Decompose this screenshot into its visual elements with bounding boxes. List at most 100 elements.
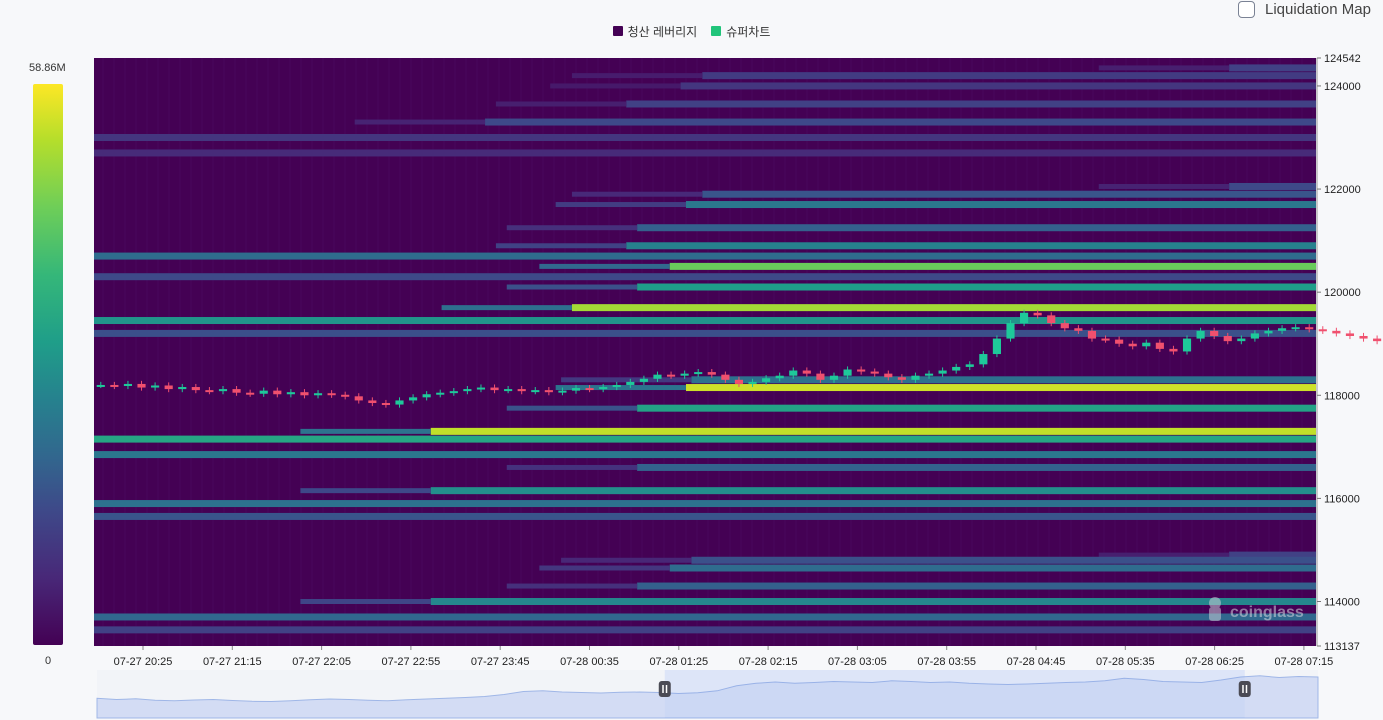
liquidation-band (1229, 551, 1316, 559)
candle-body (612, 384, 621, 388)
candle-body (653, 374, 662, 379)
candle-body (1373, 338, 1382, 342)
y-axis: 124542 124000 122000 120000 118000 116000 1140… (1316, 53, 1361, 653)
liquidation-band (94, 273, 1316, 281)
liquidation-band-buildup (506, 284, 638, 290)
liquidation-map-label: Liquidation Map (1265, 0, 1371, 18)
legend-item-superchart[interactable]: 슈퍼차트 (711, 23, 770, 40)
legend-label-liquidation: 청산 레버리지 (627, 24, 698, 39)
candle-body (96, 384, 105, 387)
x-tick-label: 07-28 00:35 (560, 656, 619, 668)
candle-body (707, 372, 716, 375)
candle-body (395, 400, 404, 405)
liquidation-band (94, 613, 1316, 621)
candle-body (1345, 333, 1355, 336)
liquidation-band-buildup (495, 101, 627, 107)
liquidation-band-buildup (539, 263, 670, 269)
candle-body (110, 384, 119, 387)
liquidation-band (94, 133, 1316, 141)
candle-body (1169, 348, 1178, 352)
y-tick-label: 116000 (1324, 493, 1360, 505)
candle-body (666, 374, 676, 377)
liquidation-band-buildup (300, 488, 431, 494)
liquidation-band (430, 598, 1316, 606)
y-tick-label: 122000 (1324, 184, 1361, 196)
candle-body (422, 394, 431, 398)
legend-swatch-superchart (711, 26, 722, 36)
liquidation-band (94, 500, 1316, 508)
liquidation-band (685, 201, 1316, 209)
x-tick-label: 07-28 02:15 (739, 656, 798, 668)
legend-label-superchart: 슈퍼차트 (726, 24, 771, 39)
candle-body (979, 354, 988, 365)
time-range-navigator[interactable] (96, 670, 1319, 719)
candle-body (1237, 338, 1246, 342)
liquidation-band-buildup (539, 565, 670, 571)
candle-body (585, 388, 594, 391)
liquidation-band-buildup (506, 583, 638, 589)
x-tick-label: 07-28 03:05 (828, 656, 887, 668)
candle-body (354, 396, 363, 401)
candle-body (178, 387, 187, 390)
y-tick-label: 124000 (1324, 81, 1361, 93)
candle-body (965, 364, 974, 367)
candle-body (1006, 323, 1015, 339)
candle-body (286, 392, 295, 395)
candle-body (463, 389, 472, 392)
candle-body (626, 381, 635, 385)
candle-body (327, 393, 336, 396)
navigator-right-handle[interactable] (1238, 681, 1251, 697)
liquidation-band-buildup (555, 202, 686, 208)
liquidation-band (637, 283, 1316, 291)
candle-body (680, 373, 689, 376)
legend-item-liquidation-leverage[interactable]: 청산 레버리지 (612, 23, 698, 40)
navigator-series (96, 675, 1319, 719)
candle-body (341, 394, 350, 397)
candle-body (259, 390, 268, 394)
liquidation-band (94, 329, 1316, 337)
pause-icon-bar (665, 685, 668, 693)
liquidation-band (94, 317, 1316, 325)
liquidation-band (94, 512, 1316, 520)
candle-body (1128, 343, 1137, 347)
x-tick-label: 07-28 03:55 (917, 656, 976, 668)
candle-body (599, 387, 608, 390)
liquidation-band-buildup (300, 428, 431, 434)
candle-body (205, 390, 214, 393)
coinglass-logo-body (1209, 607, 1221, 621)
candle-body (884, 373, 893, 378)
candle-body (517, 389, 526, 392)
candle-body (1115, 339, 1124, 344)
candle-body (273, 390, 282, 395)
candle-body (191, 387, 200, 391)
candle-body (490, 387, 499, 391)
x-tick-label: 07-27 22:55 (382, 656, 441, 668)
checkbox-icon[interactable] (1238, 0, 1255, 18)
navigator-left-handle[interactable] (658, 681, 671, 697)
coinglass-logo-icon (1209, 597, 1221, 609)
y-tick-label: 113137 (1324, 641, 1360, 653)
candle-body (1305, 327, 1314, 330)
x-tick-label: 07-28 06:25 (1185, 656, 1244, 668)
pause-icon-bar (1245, 685, 1248, 693)
watermark-text: coinglass (1230, 604, 1304, 621)
liquidation-band-buildup (506, 225, 638, 231)
pause-icon-bar (662, 685, 664, 693)
candle-body (1210, 330, 1219, 336)
liquidation-band-buildup (506, 405, 638, 411)
x-tick-label: 07-27 22:05 (292, 656, 351, 668)
candle-body (476, 387, 486, 390)
candle-body (571, 388, 581, 391)
liquidation-band (1229, 182, 1316, 190)
candle-body (843, 369, 852, 376)
liquidation-band (430, 427, 1316, 435)
liquidation-band (94, 149, 1316, 157)
candle-body (639, 378, 648, 382)
x-axis: 07-27 20:25 07-27 21:15 07-27 22:05 07-27 2… (114, 646, 1333, 668)
liquidation-map-toggle[interactable]: Liquidation Map (1238, 0, 1371, 18)
candle-body (829, 375, 839, 380)
candle-body (544, 390, 553, 393)
liquidation-band (94, 626, 1316, 634)
candle-body (123, 383, 133, 387)
